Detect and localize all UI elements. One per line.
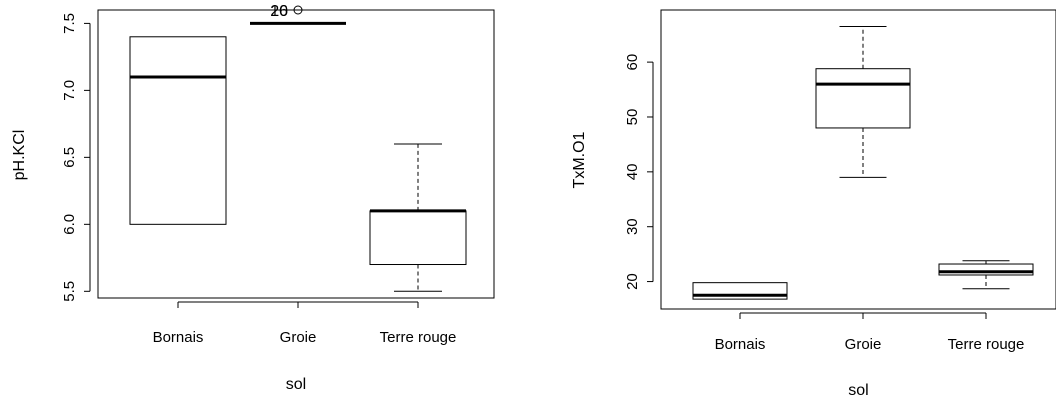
y-tick-label: 5.5 bbox=[61, 281, 78, 302]
y-axis-title: pH.KCl bbox=[11, 130, 28, 181]
y-tick-label: 6.5 bbox=[61, 147, 78, 168]
y-tick-label: 20 bbox=[624, 273, 641, 290]
y-tick-label: 50 bbox=[624, 109, 641, 126]
outlier-point bbox=[293, 5, 303, 15]
outlier-label: 16 bbox=[270, 3, 288, 20]
chart-panel-2: 20 30 40 50 60 Bornais Groie Terre rouge sol TxM.… bbox=[571, 9, 1056, 399]
x-tick-label: Terre rouge bbox=[380, 329, 457, 346]
x-tick-label: Groie bbox=[280, 329, 317, 346]
plot-frame bbox=[660, 9, 1056, 310]
y-tick-label: 40 bbox=[624, 164, 641, 181]
x-tick-label: Terre rouge bbox=[948, 336, 1025, 353]
box-bornais bbox=[129, 36, 227, 225]
x-tick-label: Bornais bbox=[715, 336, 766, 353]
box-iqr bbox=[129, 36, 227, 225]
box-terre-rouge bbox=[369, 143, 467, 292]
chart-panel-1: 5.5 6.0 6.5 7.0 7.5 Bornais Groie Terre rouge so… bbox=[11, 3, 495, 393]
x-tick-label: Bornais bbox=[153, 329, 204, 346]
y-tick-label: 30 bbox=[624, 218, 641, 235]
y-tick-label: 6.0 bbox=[61, 214, 78, 235]
y-tick-label: 7.0 bbox=[61, 80, 78, 101]
box-groie bbox=[815, 25, 911, 178]
plot-frame bbox=[97, 9, 495, 299]
outlier-label: 20 bbox=[270, 3, 288, 20]
box-iqr bbox=[369, 210, 467, 266]
box-iqr bbox=[938, 263, 1034, 276]
box-iqr bbox=[815, 68, 911, 129]
x-tick-label: Groie bbox=[845, 336, 882, 353]
y-axis-title: TxM.O1 bbox=[571, 131, 588, 188]
box-terre-rouge bbox=[938, 260, 1034, 290]
x-axis-title: sol bbox=[848, 382, 868, 399]
y-tick-label: 7.5 bbox=[61, 13, 78, 34]
box-bornais bbox=[692, 282, 788, 300]
x-axis-title: sol bbox=[286, 376, 306, 393]
y-tick-label: 60 bbox=[624, 54, 641, 71]
